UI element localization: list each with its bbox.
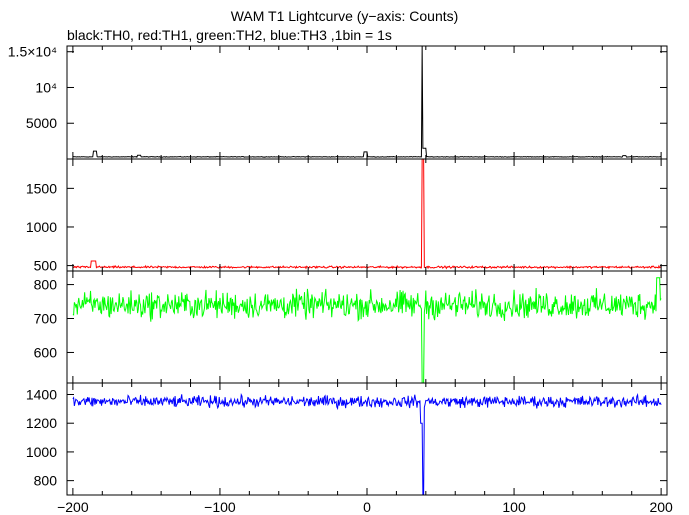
y-tick-label-th0: 1.5×10⁴: [8, 44, 57, 60]
series-line-th0: [72, 45, 662, 158]
y-tick-label-th3: 1400: [26, 386, 57, 402]
y-tick-label-th2: 700: [34, 311, 58, 327]
y-tick-label-th3: 1000: [26, 444, 57, 460]
series-line-th3: [72, 392, 662, 496]
y-tick-label-th2: 800: [34, 277, 58, 293]
x-tick-label: 100: [502, 499, 526, 515]
chart-subtitle: black:TH0, red:TH1, green:TH2, blue:TH3 …: [67, 27, 392, 43]
y-tick-label-th3: 1200: [26, 415, 57, 431]
panel-frame-th0: [66, 45, 668, 160]
x-tick-label: 0: [363, 499, 371, 515]
y-tick-label-th2: 600: [34, 344, 58, 360]
y-tick-label-th1: 500: [34, 258, 58, 274]
y-tick-label-th3: 800: [34, 473, 58, 489]
series-line-th2: [72, 277, 662, 384]
series-line-th1: [72, 158, 662, 270]
x-tick-label: −200: [57, 499, 89, 515]
panel-frame-th1: [66, 158, 668, 272]
y-tick-label-th0: 5000: [26, 115, 57, 131]
y-tick-label-th0: 10⁴: [35, 79, 57, 95]
panel-frame-th2: [66, 270, 668, 384]
x-tick-label: 200: [649, 499, 673, 515]
chart-title: WAM T1 Lightcurve (y−axis: Counts): [230, 8, 459, 24]
y-tick-label-th1: 1500: [26, 180, 57, 196]
x-tick-label: −100: [204, 499, 236, 515]
y-tick-label-th1: 1000: [26, 219, 57, 235]
